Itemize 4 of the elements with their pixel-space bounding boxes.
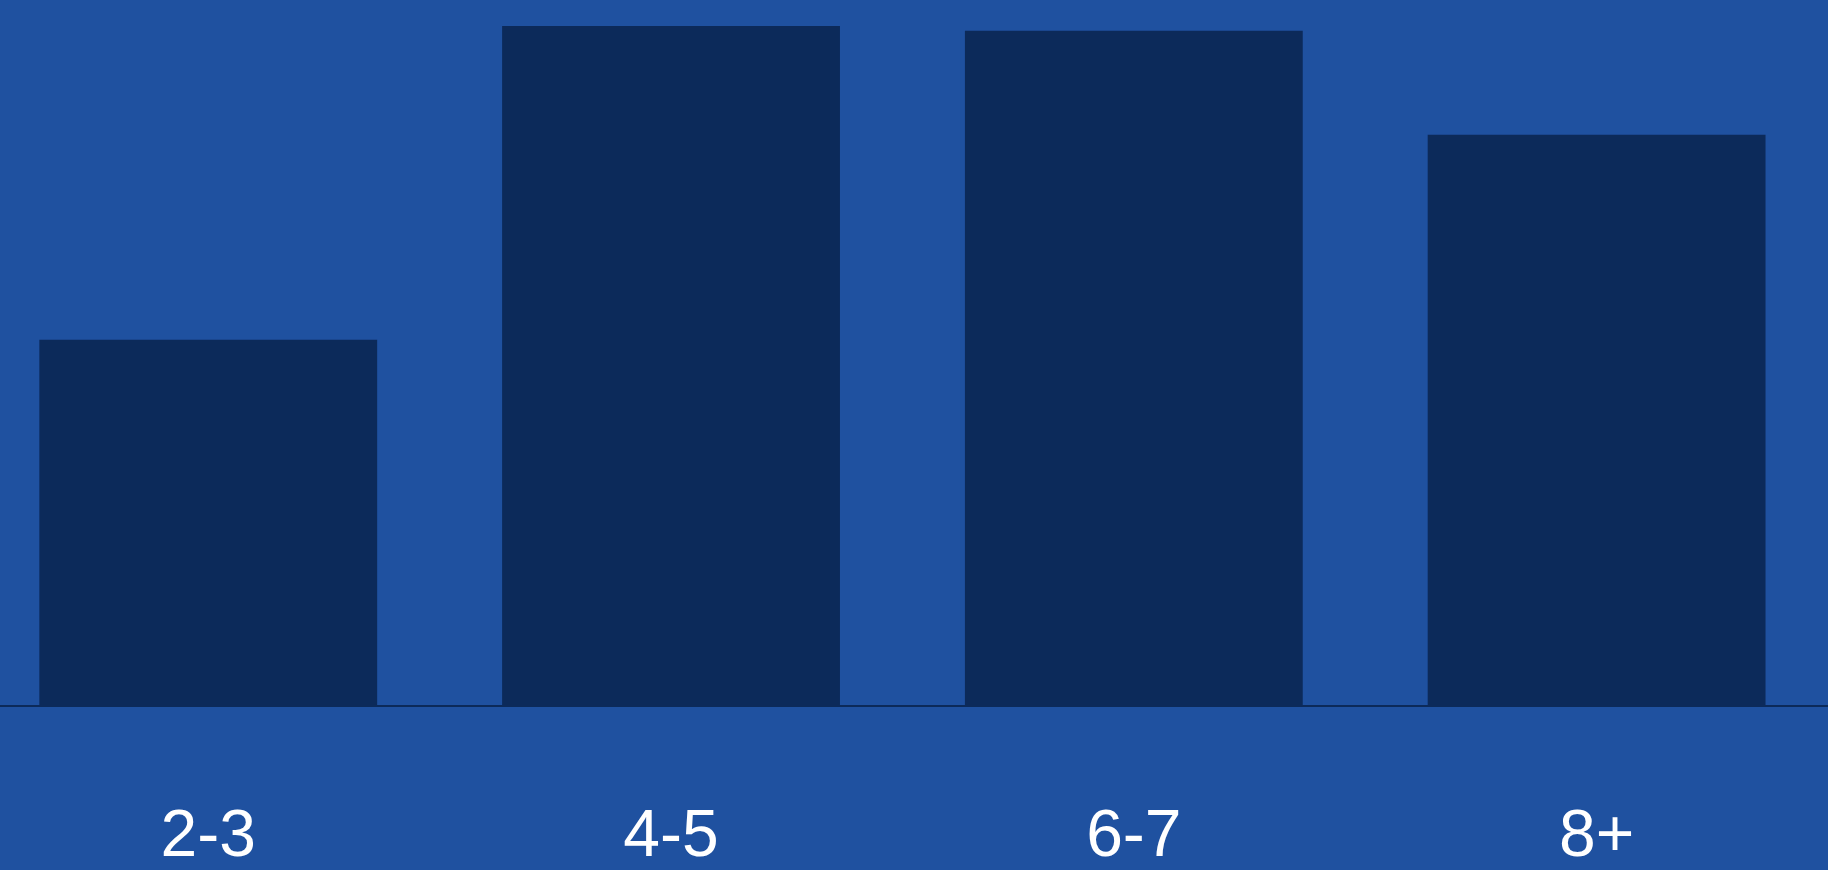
x-tick-label: 2-3: [160, 796, 256, 870]
x-tick-label: 8+: [1558, 796, 1635, 870]
x-tick-label: 4-5: [623, 796, 719, 870]
x-tick-label: 6-7: [1086, 796, 1182, 870]
